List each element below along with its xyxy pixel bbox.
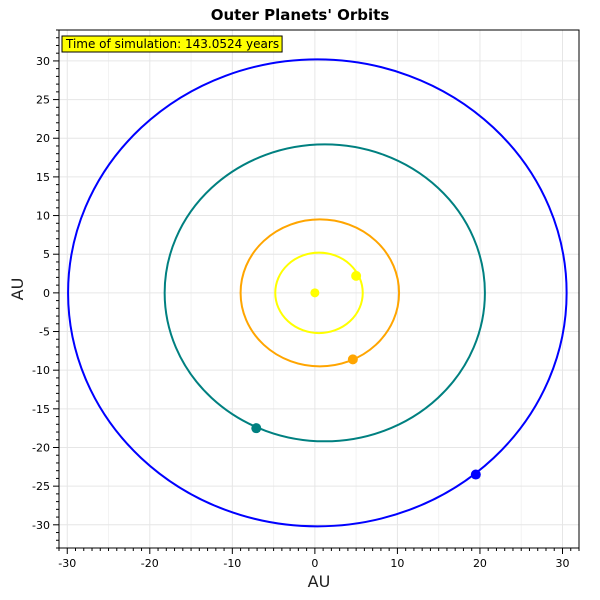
planet-markers	[251, 270, 481, 480]
y-tick-label: -10	[32, 364, 50, 377]
orbit-path	[67, 58, 568, 528]
grid-lines	[59, 30, 579, 548]
plot-area	[58, 29, 580, 549]
x-tick-label: -20	[141, 557, 159, 570]
orbit-path	[239, 218, 401, 368]
planet-marker	[351, 270, 362, 281]
x-tick-label: -10	[223, 557, 241, 570]
x-axis-ticks: -30 -20 -10 0 10 20 30	[58, 548, 569, 570]
x-tick-label: 20	[473, 557, 487, 570]
y-tick-label: 10	[36, 210, 50, 223]
simulation-time-box	[61, 35, 283, 53]
planet-marker	[347, 354, 358, 365]
y-tick-label: -15	[32, 403, 50, 416]
y-tick-label: 20	[36, 132, 50, 145]
x-tick-label: 30	[555, 557, 569, 570]
y-tick-label: 5	[43, 248, 50, 261]
orbit-path	[274, 251, 364, 335]
orbit-path	[163, 143, 486, 443]
minor-ticks	[56, 29, 580, 551]
y-tick-label: 25	[36, 94, 50, 107]
simulation-time-text: Time of simulation: 143.0524 years	[65, 37, 279, 51]
x-tick-label: 0	[311, 557, 318, 570]
y-tick-label: 0	[43, 287, 50, 300]
planet-marker	[470, 469, 481, 480]
y-tick-label: 30	[36, 55, 50, 68]
y-tick-label: -20	[32, 441, 50, 454]
x-axis-title: AU	[308, 572, 331, 591]
simulation-time-annotation: Time of simulation: 143.0524 years	[61, 35, 283, 53]
planet-marker	[251, 423, 262, 434]
x-tick-label: -30	[58, 557, 76, 570]
orbit-paths	[67, 58, 568, 528]
y-tick-label: -30	[32, 519, 50, 532]
y-tick-label: -5	[39, 326, 50, 339]
y-tick-label: -25	[32, 480, 50, 493]
sun-marker	[310, 288, 320, 298]
y-axis-ticks: 30 25 20 15 10 5 0 -5 -10 -15 -20 -25 -30	[32, 55, 59, 532]
chart-title: Outer Planets' Orbits	[210, 6, 390, 24]
y-tick-label: 15	[36, 171, 50, 184]
y-axis-title: AU	[8, 278, 27, 301]
x-tick-label: 10	[390, 557, 404, 570]
